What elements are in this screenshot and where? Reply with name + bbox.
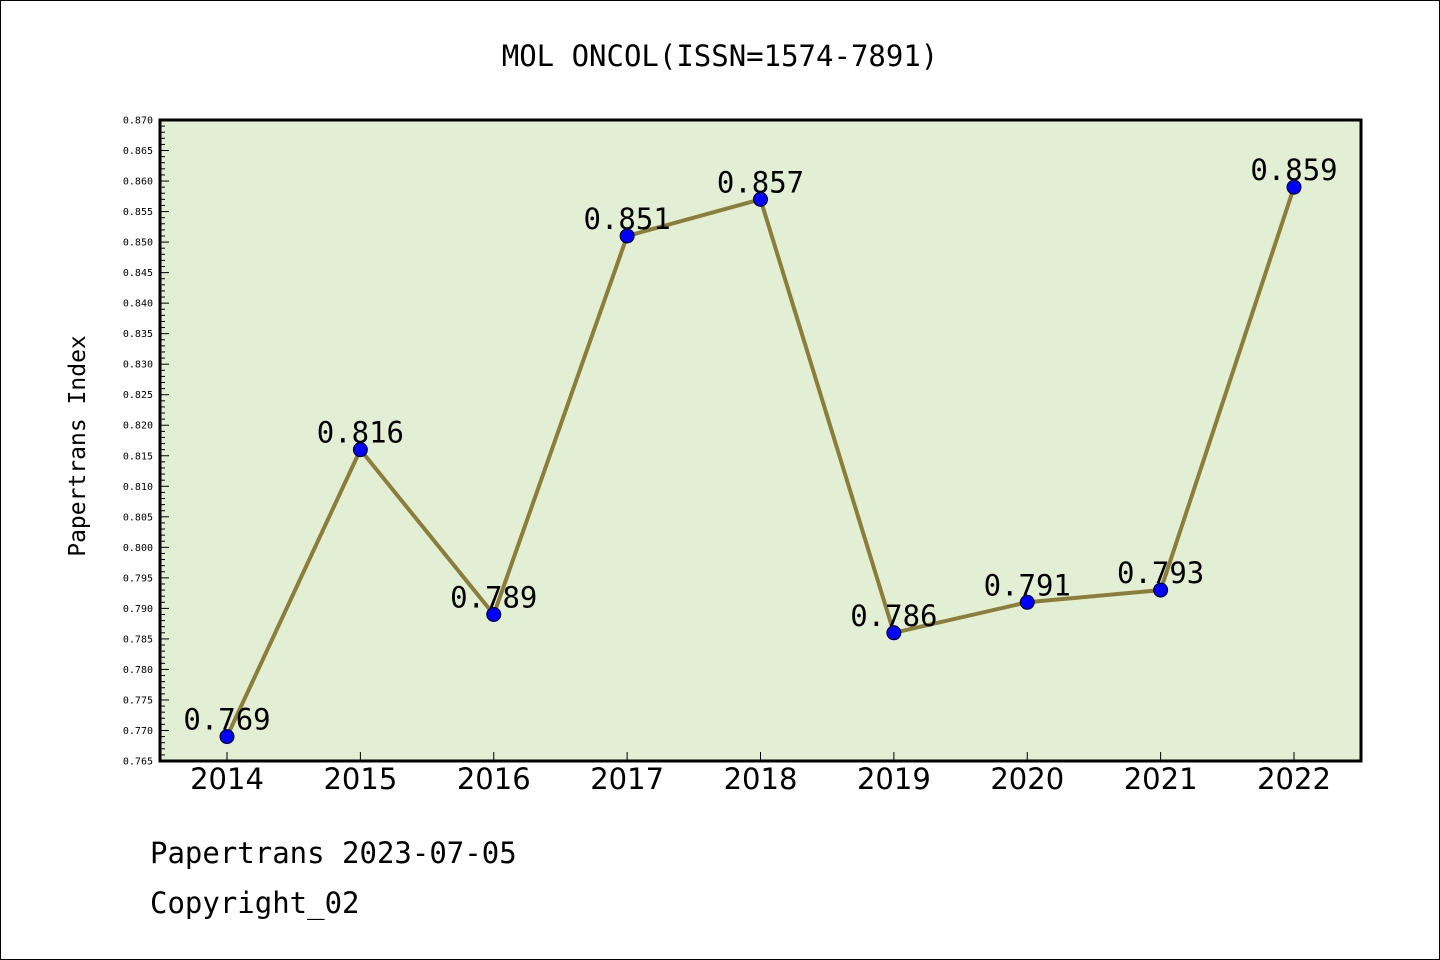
y-tick-label: 0.870 [123,116,153,127]
plot-area [160,120,1361,761]
y-tick-label: 0.790 [123,604,153,615]
y-tick-label: 0.835 [123,329,153,340]
x-tick-label: 2017 [590,762,664,796]
y-tick-label: 0.830 [123,360,153,371]
y-tick-label: 0.855 [123,207,153,218]
data-point [1019,594,1035,610]
data-point [352,442,368,458]
data-label: 0.859 [1250,153,1337,187]
data-label: 0.793 [1117,556,1204,590]
data-point [219,729,235,745]
y-tick-label: 0.810 [123,482,153,493]
x-tick-label: 2019 [857,762,931,796]
footer-date-line: Papertrans 2023-07-05 [150,836,517,870]
data-label: 0.769 [183,703,270,737]
y-tick-label: 0.780 [123,665,153,676]
x-tick-label: 2015 [323,762,397,796]
y-axis-label: Papertrans Index [65,335,91,557]
x-tick-label: 2021 [1124,762,1198,796]
data-label: 0.851 [583,202,670,236]
x-tick-label: 2018 [724,762,798,796]
y-tick-label: 0.795 [123,573,153,584]
chart-title: MOL ONCOL(ISSN=1574-7891) [502,39,939,73]
y-tick-label: 0.825 [123,390,153,401]
data-point [1286,179,1302,195]
data-point [486,606,502,622]
y-tick-label: 0.800 [123,543,153,554]
data-label: 0.857 [717,165,804,199]
data-label: 0.791 [984,568,1071,602]
y-tick-label: 0.820 [123,421,153,432]
y-tick-label: 0.785 [123,634,153,645]
y-tick-label: 0.860 [123,177,153,188]
data-point-markers [219,179,1302,745]
y-tick-label: 0.805 [123,512,153,523]
x-axis-tick-labels: 2014 2015 2016 2017 2018 2019 2020 2021 2022 [190,762,1331,796]
data-point [1153,582,1169,598]
x-tick-label: 2022 [1257,762,1331,796]
y-tick-label: 0.765 [123,757,153,768]
data-label: 0.786 [850,599,937,633]
y-tick-label: 0.865 [123,146,153,157]
data-label: 0.816 [317,416,404,450]
x-tick-label: 2020 [990,762,1064,796]
data-point [753,191,768,207]
plot-border [158,118,1363,763]
y-tick-label: 0.775 [123,695,153,706]
y-tick-label: 0.815 [123,451,153,462]
x-tick-label: 2016 [457,762,531,796]
y-tick-label: 0.850 [123,238,153,249]
data-labels: 0.769 0.816 0.789 0.851 0.857 0.786 0.791 0.793… [183,153,1337,736]
y-axis-tick-labels: 0.765 0.770 0.775 0.780 0.785 0.790 0.795 0.800… [123,116,153,768]
y-tick-label: 0.840 [123,299,153,310]
data-point [619,228,635,244]
footer-copyright: Copyright_02 [150,886,360,920]
y-tick-label: 0.845 [123,268,153,279]
x-tick-label: 2014 [190,762,264,796]
data-label: 0.789 [450,580,537,614]
y-tick-label: 0.770 [123,726,153,737]
data-point [886,625,902,641]
